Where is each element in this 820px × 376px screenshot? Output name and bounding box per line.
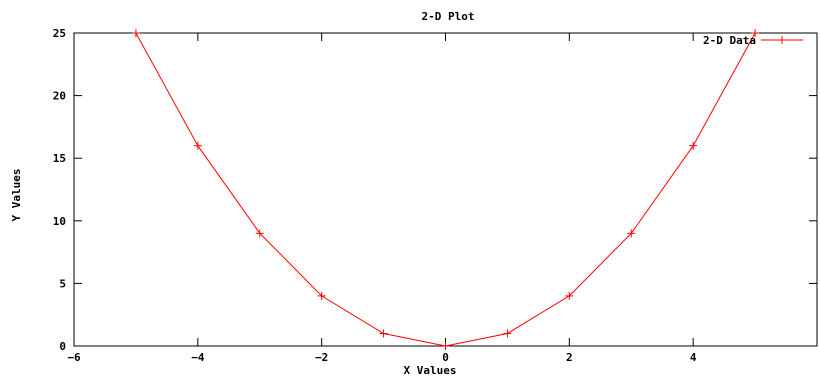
- y-axis-ticks: 0 5 10 15 20 25: [53, 27, 817, 353]
- plot-frame: [73, 32, 818, 347]
- y-tick-label: 20: [53, 90, 66, 103]
- x-axis-title: X Values: [404, 364, 457, 376]
- x-tick-label: −2: [315, 351, 328, 364]
- data-point: [503, 329, 512, 338]
- y-tick-label: 0: [59, 340, 66, 353]
- x-tick-label: 2: [566, 351, 573, 364]
- chart-title: 2-D Plot: [422, 10, 475, 23]
- x-axis-ticks: −6 −4 −2 0 2 4: [67, 33, 697, 364]
- y-axis-title: Y Values: [10, 169, 23, 222]
- legend: 2-D Data: [703, 34, 803, 47]
- data-point: [627, 229, 636, 238]
- legend-label: 2-D Data: [703, 34, 756, 47]
- y-tick-label: 10: [53, 215, 66, 228]
- data-point: [441, 342, 450, 350]
- y-tick-label: 25: [53, 27, 66, 40]
- x-tick-label: 4: [690, 351, 697, 364]
- data-point: [689, 141, 698, 150]
- x-tick-label: −6: [67, 351, 81, 364]
- legend-marker: [778, 36, 786, 44]
- data-point: [379, 329, 388, 338]
- data-point: [751, 29, 760, 37]
- data-point: [255, 229, 264, 238]
- x-tick-label: 0: [442, 351, 449, 364]
- series-layer: [131, 29, 760, 350]
- data-point: [565, 291, 574, 300]
- y-tick-label: 5: [59, 277, 66, 290]
- data-point: [317, 291, 326, 300]
- data-point: [131, 29, 140, 37]
- y-tick-label: 15: [53, 152, 66, 165]
- data-point: [193, 141, 202, 150]
- series-line: [135, 32, 756, 347]
- x-tick-label: −4: [191, 351, 205, 364]
